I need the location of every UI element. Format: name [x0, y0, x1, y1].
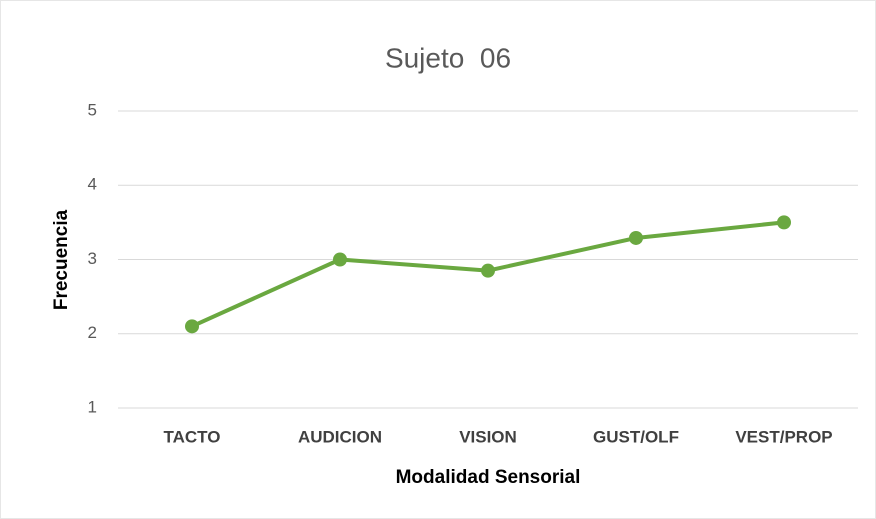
- x-tick-label: GUST/OLF: [593, 427, 679, 446]
- data-point: [777, 215, 791, 230]
- y-tick-label: 2: [88, 323, 97, 342]
- data-point: [333, 252, 347, 267]
- x-tick-label: VEST/PROP: [735, 427, 832, 446]
- data-point: [185, 319, 199, 334]
- y-axis-label: Frecuencia: [51, 209, 72, 310]
- y-tick-label: 1: [88, 397, 97, 416]
- x-tick-label: VISION: [459, 427, 517, 446]
- y-tick-label: 4: [88, 175, 97, 194]
- data-point: [629, 230, 643, 245]
- y-tick-label: 5: [88, 100, 97, 119]
- x-tick-label: AUDICION: [298, 427, 382, 446]
- chart-title: Sujeto 06: [385, 42, 511, 73]
- data-point: [481, 263, 495, 278]
- x-axis-label: Modalidad Sensorial: [396, 467, 581, 488]
- y-tick-label: 3: [88, 249, 97, 268]
- x-tick-label: TACTO: [164, 427, 221, 446]
